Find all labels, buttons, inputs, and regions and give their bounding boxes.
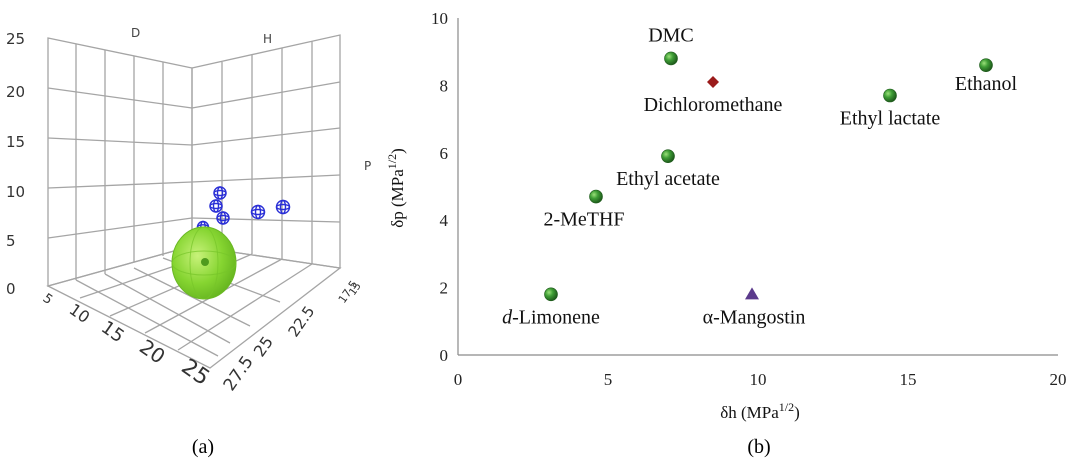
y-tick-label: 6 — [440, 144, 449, 163]
solute-center-point — [201, 258, 209, 266]
label-d-limonene: d-Limonene — [502, 306, 600, 328]
rtick-22-5: 22.5 — [285, 303, 319, 341]
chart-axes — [457, 18, 1058, 356]
y-tick-label: 0 — [440, 346, 449, 365]
point-dmc — [664, 51, 678, 66]
y-tick-label: 8 — [440, 76, 449, 95]
axis-name-p: P — [364, 159, 371, 173]
solvent-ball-2 — [209, 199, 223, 213]
ftick-15: 15 — [97, 317, 128, 347]
right-floor-ticks: 27.5 25 22.5 17.5 15 — [220, 278, 364, 395]
vtick-10: 10 — [6, 183, 25, 201]
label-2-methf: 2-MeTHF — [543, 209, 624, 231]
solvent-ball-5 — [275, 199, 291, 215]
left-floor-ticks: 5 10 15 20 25 — [40, 291, 214, 391]
x-tick-labels: 0 5 10 15 20 — [454, 370, 1067, 389]
x-tick-label: 5 — [604, 370, 613, 389]
y-tick-labels: 0 2 4 6 8 10 — [431, 9, 449, 365]
solvent-ball-3 — [216, 211, 230, 225]
x-tick-label: 20 — [1050, 370, 1067, 389]
y-tick-label: 2 — [440, 279, 449, 298]
solvent-ball-1 — [213, 186, 227, 200]
solvent-points-3d — [196, 186, 291, 234]
point-labels: DMC Dichloromethane Ethanol Ethyl lactate Et… — [502, 24, 1017, 328]
axis-name-d: D — [131, 26, 140, 40]
solvent-ball-4 — [250, 204, 266, 220]
vtick-15: 15 — [6, 133, 25, 151]
point-d-limonene — [544, 287, 558, 302]
ftick-5: 5 — [40, 291, 55, 308]
solubility-sphere — [171, 226, 237, 300]
y-axis-title: δp (MPa1/2) — [385, 148, 407, 228]
axis-name-h: H — [263, 32, 272, 46]
point-ethyl-acetate — [661, 149, 675, 163]
label-dmc: DMC — [648, 24, 694, 46]
point-ethyl-lactate — [883, 88, 897, 103]
left-wall-grid — [47, 37, 193, 287]
x-axis-title: δh (MPa1/2) — [720, 400, 800, 422]
vtick-25: 25 — [6, 30, 25, 48]
data-points — [544, 51, 993, 302]
y-tick-label: 10 — [431, 9, 448, 28]
vtick-5: 5 — [6, 232, 16, 250]
ftick-25: 25 — [177, 354, 214, 391]
panel-a-3d-plot: D H P 0 5 10 15 20 25 5 10 15 20 25 27.5… — [6, 26, 371, 395]
label-dichloromethane: Dichloromethane — [644, 94, 783, 116]
point-ethanol — [979, 58, 993, 72]
rtick-25: 25 — [250, 333, 277, 361]
vtick-0: 0 — [6, 280, 16, 298]
point-dichloromethane — [707, 76, 719, 89]
vertical-axis-ticks: 0 5 10 15 20 25 — [6, 30, 25, 298]
point-mangostin — [745, 287, 759, 300]
ftick-20: 20 — [135, 334, 170, 368]
caption-b: (b) — [747, 436, 770, 458]
x-tick-label: 10 — [750, 370, 767, 389]
label-ethyl-acetate: Ethyl acetate — [616, 168, 720, 190]
point-2-methf — [589, 189, 603, 204]
vtick-20: 20 — [6, 83, 25, 101]
label-mangostin: α-Mangostin — [703, 306, 806, 328]
y-tick-label: 4 — [440, 211, 449, 230]
right-wall-grid — [191, 34, 341, 269]
x-tick-label: 15 — [900, 370, 917, 389]
caption-a: (a) — [192, 436, 214, 458]
ftick-10: 10 — [66, 300, 94, 327]
panel-b-scatter-chart: 0 2 4 6 8 10 0 5 10 15 20 DMC Dichloromethane Ethan… — [385, 9, 1067, 422]
label-ethanol: Ethanol — [955, 73, 1018, 95]
rtick-27-5: 27.5 — [220, 352, 258, 394]
label-ethyl-lactate: Ethyl lactate — [840, 108, 941, 130]
x-tick-label: 0 — [454, 370, 463, 389]
